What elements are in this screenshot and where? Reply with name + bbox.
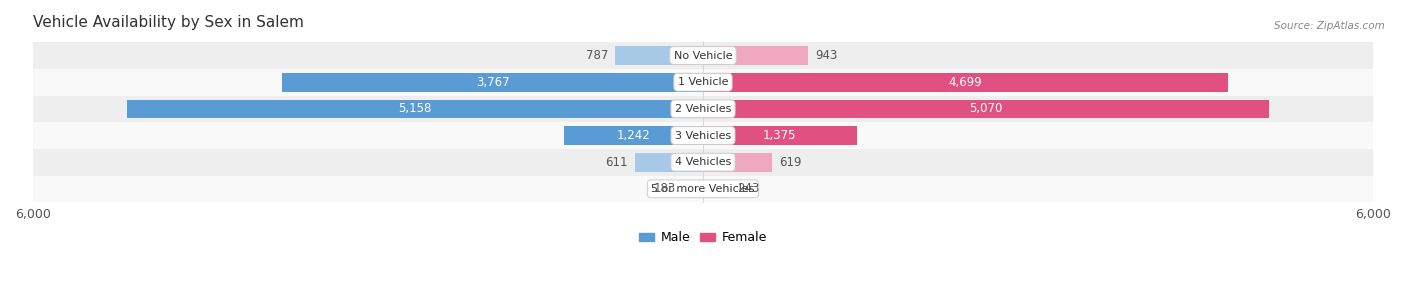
Bar	[127, 99, 703, 118]
Text: 4,699: 4,699	[949, 76, 983, 89]
Text: 5,070: 5,070	[969, 103, 1002, 115]
Text: 1 Vehicle: 1 Vehicle	[678, 77, 728, 87]
Bar	[703, 73, 1227, 91]
Bar	[283, 73, 703, 91]
Bar	[703, 126, 856, 145]
Text: Source: ZipAtlas.com: Source: ZipAtlas.com	[1274, 21, 1385, 32]
Bar	[32, 122, 1374, 149]
Text: 2 Vehicles: 2 Vehicles	[675, 104, 731, 114]
Text: 611: 611	[606, 156, 628, 169]
Text: Vehicle Availability by Sex in Salem: Vehicle Availability by Sex in Salem	[32, 15, 304, 30]
Bar	[32, 176, 1374, 202]
Bar	[32, 69, 1374, 95]
Text: 5,158: 5,158	[398, 103, 432, 115]
Text: 4 Vehicles: 4 Vehicles	[675, 157, 731, 167]
Text: 3,767: 3,767	[475, 76, 509, 89]
Bar	[614, 46, 703, 65]
Text: 3 Vehicles: 3 Vehicles	[675, 131, 731, 140]
Bar	[32, 95, 1374, 122]
Bar	[32, 149, 1374, 176]
Bar	[682, 180, 703, 198]
Text: 1,242: 1,242	[617, 129, 651, 142]
Bar	[703, 153, 772, 171]
Text: No Vehicle: No Vehicle	[673, 50, 733, 61]
Text: 787: 787	[586, 49, 609, 62]
Text: 183: 183	[654, 182, 676, 195]
Bar	[703, 180, 730, 198]
Text: 943: 943	[815, 49, 838, 62]
Bar	[564, 126, 703, 145]
Bar	[32, 42, 1374, 69]
Text: 619: 619	[779, 156, 801, 169]
Bar	[703, 99, 1270, 118]
Bar	[634, 153, 703, 171]
Text: 5 or more Vehicles: 5 or more Vehicles	[651, 184, 755, 194]
Text: 1,375: 1,375	[763, 129, 797, 142]
Text: 243: 243	[737, 182, 759, 195]
Bar	[703, 46, 808, 65]
Legend: Male, Female: Male, Female	[634, 226, 772, 249]
